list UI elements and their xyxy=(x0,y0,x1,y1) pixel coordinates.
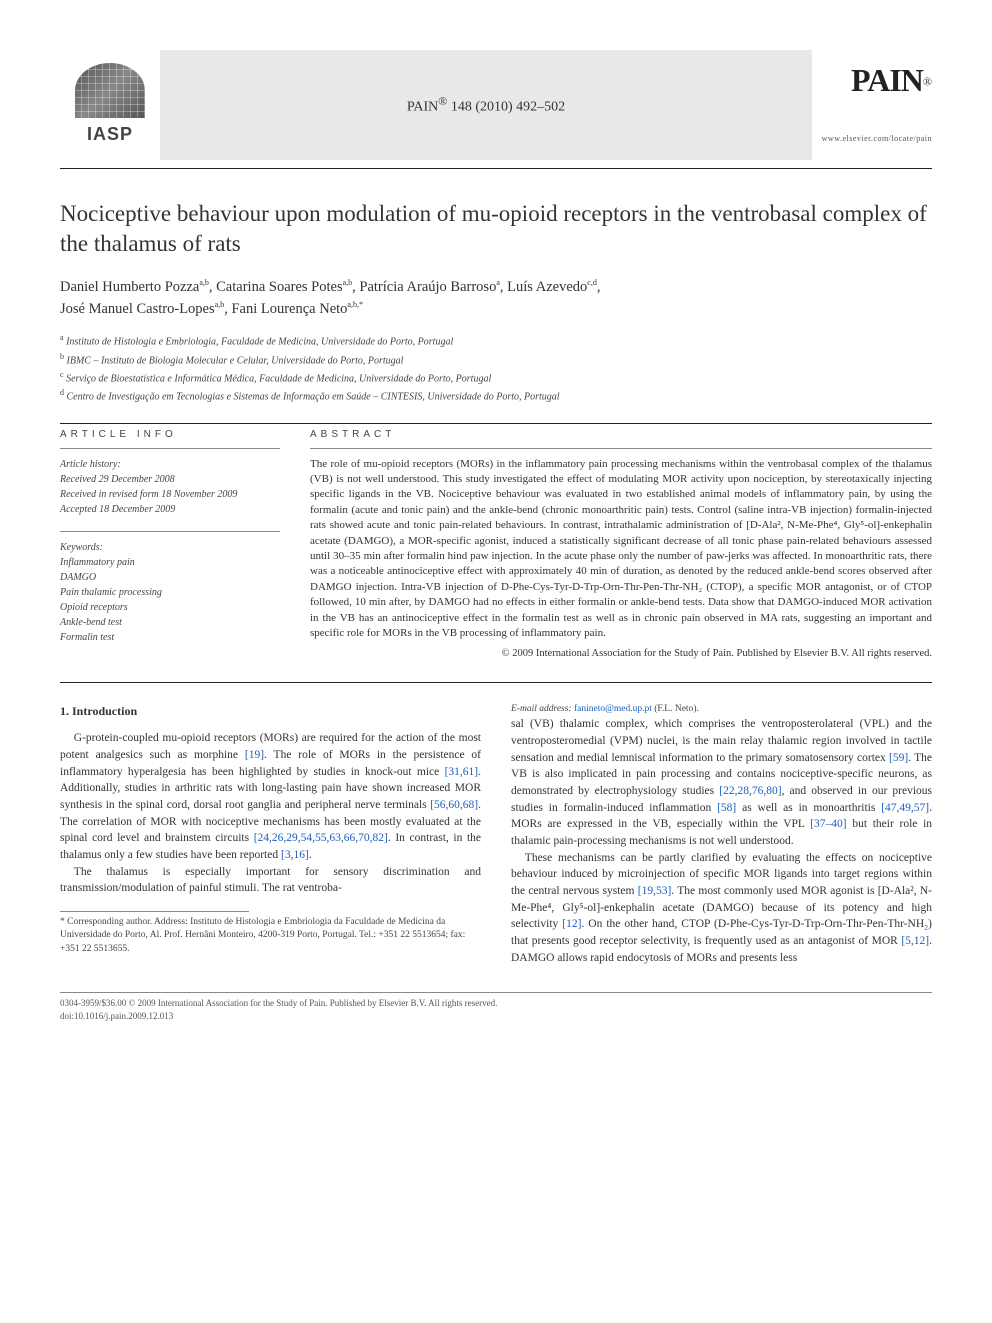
citation-link[interactable]: [3,16] xyxy=(281,849,309,861)
author: José Manuel Castro-Lopesa,b xyxy=(60,301,224,317)
email-who: (F.L. Neto). xyxy=(654,704,699,714)
keyword: Ankle-bend test xyxy=(60,615,280,630)
iasp-logo: IASP xyxy=(60,50,160,160)
keyword: Pain thalamic processing xyxy=(60,585,280,600)
affiliation: c Serviço de Bioestatística e Informátic… xyxy=(60,369,932,386)
author-list: Daniel Humberto Pozzaa,b, Catarina Soare… xyxy=(60,277,932,321)
history-accepted: Accepted 18 December 2009 xyxy=(60,502,280,517)
pain-logo-text: PAIN xyxy=(851,62,923,98)
affiliation: a Instituto de Histologia e Embriologia,… xyxy=(60,332,932,349)
journal-url: www.elsevier.com/locate/pain xyxy=(812,133,932,144)
citation-link[interactable]: [19,53] xyxy=(638,885,672,897)
abstract-head: ABSTRACT xyxy=(310,428,932,442)
divider xyxy=(60,682,932,683)
affiliation: d Centro de Investigação em Tecnologias … xyxy=(60,387,932,404)
author: Patrícia Araújo Barrosoa xyxy=(359,279,499,295)
body-paragraph: sal (VB) thalamic complex, which compris… xyxy=(511,716,932,849)
citation-link[interactable]: [37–40] xyxy=(810,818,846,830)
header-rule xyxy=(60,168,932,169)
article-history: Article history: Received 29 December 20… xyxy=(60,448,280,517)
article-body: 1. Introduction G-protein-coupled mu-opi… xyxy=(60,703,932,966)
history-head: Article history: xyxy=(60,457,280,472)
affiliations: a Instituto de Histologia e Embriologia,… xyxy=(60,332,932,404)
footer-copyright: 0304-3959/$36.00 © 2009 International As… xyxy=(60,997,932,1010)
pain-logo: PAIN® www.elsevier.com/locate/pain xyxy=(812,50,932,160)
keyword: Inflammatory pain xyxy=(60,555,280,570)
author: Catarina Soares Potesa,b xyxy=(216,279,352,295)
citation-link[interactable]: [31,61] xyxy=(445,766,479,778)
footer-doi: doi:10.1016/j.pain.2009.12.013 xyxy=(60,1010,932,1023)
journal-citation: 148 (2010) 492–502 xyxy=(451,100,565,115)
corresponding-email: E-mail address: fanineto@med.up.pt (F.L.… xyxy=(511,703,932,716)
keywords: Keywords: Inflammatory pain DAMGO Pain t… xyxy=(60,531,280,645)
citation-link[interactable]: [24,26,29,54,55,63,66,70,82] xyxy=(254,832,388,844)
footnote-separator xyxy=(60,911,249,912)
email-link[interactable]: fanineto@med.up.pt xyxy=(574,704,652,714)
citation-link[interactable]: [59] xyxy=(889,752,908,764)
keyword: Opioid receptors xyxy=(60,600,280,615)
registered-mark: ® xyxy=(923,75,932,89)
journal-header: IASP PAIN® 148 (2010) 492–502 PAIN® www.… xyxy=(60,50,932,160)
iasp-label: IASP xyxy=(87,122,133,147)
corresponding-author-note: * Corresponding author. Address: Institu… xyxy=(60,916,481,956)
author: Daniel Humberto Pozzaa,b xyxy=(60,279,209,295)
citation-link[interactable]: [5,12] xyxy=(901,935,929,947)
affiliation: b IBMC – Instituto de Biologia Molecular… xyxy=(60,351,932,368)
journal-name: PAIN xyxy=(407,100,438,115)
citation-link[interactable]: [56,60,68] xyxy=(430,799,478,811)
citation-link[interactable]: [12] xyxy=(562,918,581,930)
iasp-globe-icon xyxy=(75,63,145,118)
email-label: E-mail address: xyxy=(511,704,572,714)
divider xyxy=(60,423,932,424)
section-heading: 1. Introduction xyxy=(60,703,481,720)
keywords-head: Keywords: xyxy=(60,540,280,555)
body-paragraph: These mechanisms can be partly clarified… xyxy=(511,850,932,967)
abstract-text: The role of mu-opioid receptors (MORs) i… xyxy=(310,448,932,642)
keyword: DAMGO xyxy=(60,570,280,585)
page-footer: 0304-3959/$36.00 © 2009 International As… xyxy=(60,992,932,1022)
registered-mark: ® xyxy=(438,94,447,108)
citation-link[interactable]: [22,28,76,80] xyxy=(719,785,781,797)
keyword: Formalin test xyxy=(60,630,280,645)
article-title: Nociceptive behaviour upon modulation of… xyxy=(60,199,932,259)
copyright-line: © 2009 International Association for the… xyxy=(310,647,932,662)
citation-link[interactable]: [47,49,57] xyxy=(881,802,929,814)
body-paragraph: The thalamus is especially important for… xyxy=(60,864,481,897)
author: Luís Azevedoc,d xyxy=(507,279,597,295)
body-paragraph: G-protein-coupled mu-opioid receptors (M… xyxy=(60,730,481,863)
article-info-head: ARTICLE INFO xyxy=(60,428,280,442)
journal-reference: PAIN® 148 (2010) 492–502 xyxy=(160,93,812,117)
history-revised: Received in revised form 18 November 200… xyxy=(60,487,280,502)
author: Fani Lourença Netoa,b,* xyxy=(231,301,363,317)
citation-link[interactable]: [58] xyxy=(717,802,736,814)
history-received: Received 29 December 2008 xyxy=(60,472,280,487)
citation-link[interactable]: [19] xyxy=(245,749,264,761)
